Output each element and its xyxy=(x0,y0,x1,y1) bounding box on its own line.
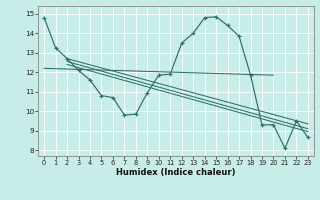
X-axis label: Humidex (Indice chaleur): Humidex (Indice chaleur) xyxy=(116,168,236,177)
